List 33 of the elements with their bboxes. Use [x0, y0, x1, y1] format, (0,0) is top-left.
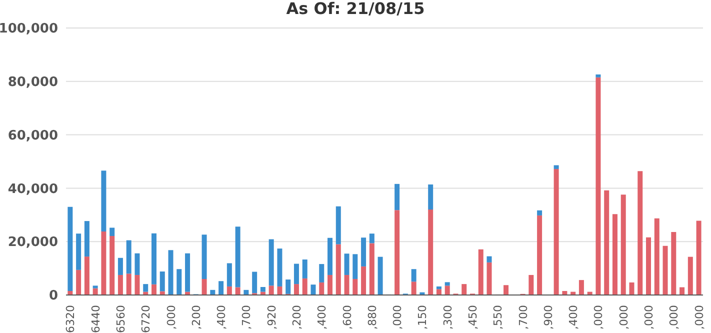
x-tick-label: 6560 [114, 305, 128, 333]
x-tick-label: ,200 [190, 305, 203, 330]
x-tick-label: 6320 [64, 305, 78, 333]
x-tick-label: ,600 [340, 305, 354, 330]
y-tick-label: 100,000 [0, 22, 58, 37]
x-tick-label: ,200 [290, 305, 304, 330]
x-tick-label: ,700 [516, 305, 530, 330]
y-tick-label: 60,000 [8, 128, 58, 144]
chart-title: As Of: 21/08/15 [285, 0, 426, 18]
y-tick-label: 40,000 [8, 182, 58, 197]
x-tick-label: ,300 [441, 305, 454, 330]
x-tick-label: ,000 [692, 305, 706, 330]
x-tick-label: ,900 [542, 305, 555, 330]
x-tick-label: ,550 [492, 305, 505, 330]
x-tick-label: ,920 [265, 305, 278, 330]
x-tick-label: ,000 [592, 305, 606, 330]
x-tick-label: ,700 [240, 305, 254, 330]
x-tick-label: ,400 [567, 305, 580, 330]
y-tick-label: 0 [48, 288, 58, 304]
x-tick-label: 6720 [140, 305, 153, 333]
x-tick-label: ,400 [215, 305, 228, 330]
y-tick-label: 20,000 [8, 235, 58, 250]
x-tick-label: ,000 [668, 305, 681, 330]
x-tick-label: ,880 [366, 305, 379, 330]
x-tick-label: ,450 [466, 305, 480, 330]
x-tick-label: ,000 [617, 305, 630, 330]
x-tick-label: 6440 [89, 305, 102, 333]
y-tick-label: 80,000 [8, 75, 58, 90]
x-tick-label: ,000 [391, 305, 404, 330]
x-tick-label: ,000 [164, 305, 178, 330]
x-tick-label: ,000 [642, 305, 656, 330]
x-tick-label: ,400 [316, 305, 329, 330]
x-tick-label: ,150 [416, 305, 430, 330]
